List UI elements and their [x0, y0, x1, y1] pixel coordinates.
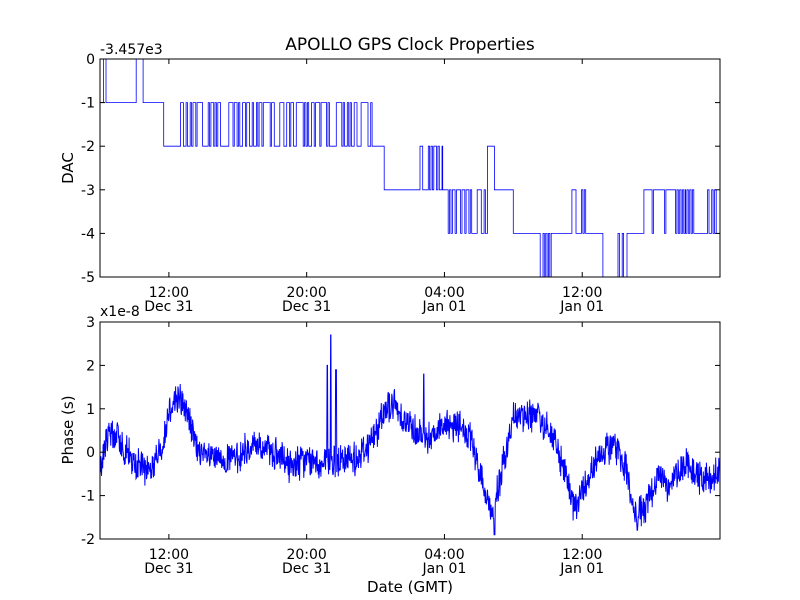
y-tick-label: -4	[81, 226, 95, 242]
x-tick-time: 20:00	[286, 547, 326, 563]
phase-offset-label: x1e-8	[100, 304, 140, 320]
phase-x-axis-label: Date (GMT)	[367, 578, 453, 596]
x-tick-date: Dec 31	[144, 561, 193, 577]
x-tick-time: 12:00	[562, 285, 602, 301]
y-tick-label: 3	[86, 315, 95, 331]
x-tick-date: Jan 01	[559, 561, 604, 577]
x-tick-time: 20:00	[286, 285, 326, 301]
dac-series-line	[100, 58, 720, 278]
x-tick-time: 12:00	[562, 547, 602, 563]
y-tick-label: 0	[86, 445, 95, 461]
y-tick-label: -2	[81, 139, 95, 155]
y-tick-label: 2	[86, 358, 95, 374]
y-tick-label: -5	[81, 270, 95, 286]
x-tick-date: Dec 31	[282, 561, 331, 577]
x-tick-time: 04:00	[424, 285, 464, 301]
phase-axis-label: Phase (s)	[59, 395, 77, 464]
x-tick-date: Jan 01	[422, 299, 467, 315]
y-tick-label: -2	[81, 532, 95, 548]
y-tick-label: -1	[81, 489, 95, 505]
dac-axis-label: DAC	[59, 152, 77, 184]
phase-series-line	[100, 334, 720, 536]
phase-axes-frame	[99, 321, 721, 540]
x-tick-date: Jan 01	[422, 561, 467, 577]
x-tick-time: 12:00	[149, 547, 189, 563]
y-tick-label: 1	[86, 402, 95, 418]
x-tick-time: 12:00	[149, 285, 189, 301]
x-tick-date: Dec 31	[282, 299, 331, 315]
chart-title: APOLLO GPS Clock Properties	[285, 35, 535, 55]
x-tick-date: Dec 31	[144, 299, 193, 315]
phase-plot-area	[100, 334, 720, 536]
x-tick-date: Jan 01	[559, 299, 604, 315]
y-tick-label: -3	[81, 183, 95, 199]
dac-axes-frame	[99, 58, 721, 278]
x-tick-time: 04:00	[424, 547, 464, 563]
y-tick-label: 0	[86, 52, 95, 68]
dac-plot-area	[100, 58, 720, 278]
y-tick-label: -1	[81, 96, 95, 112]
dac-offset-label: -3.457e3	[100, 42, 163, 58]
